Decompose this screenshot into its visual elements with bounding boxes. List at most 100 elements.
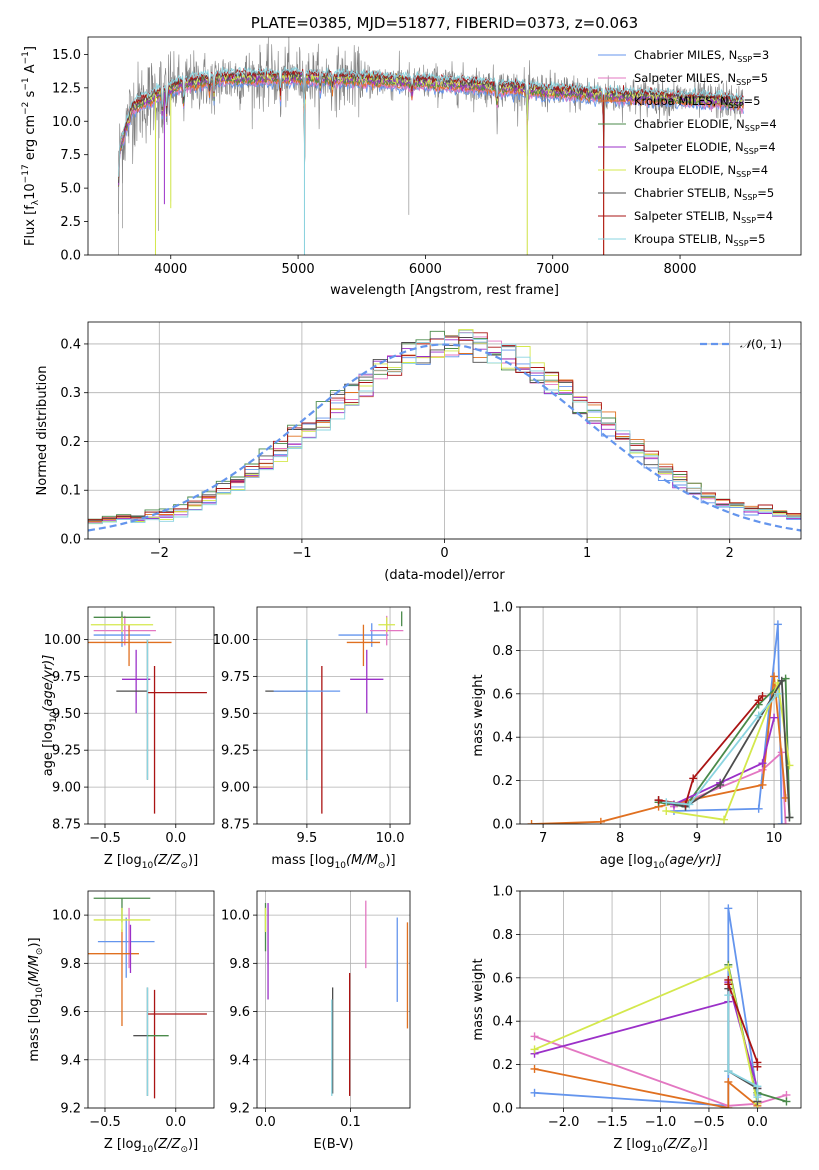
label-part: SSP	[742, 193, 757, 202]
weight-series-6	[658, 677, 791, 818]
weight-marker	[530, 1045, 539, 1054]
label-part: SSP	[744, 147, 759, 156]
x-tick-label: 8	[616, 831, 624, 846]
y-tick-label: 9.6	[60, 1005, 81, 1020]
label-part: mass weight	[471, 674, 486, 756]
label-part: =4	[760, 117, 777, 131]
label-part: )]	[188, 853, 198, 868]
label-part: )]	[385, 853, 395, 868]
weight-marker	[781, 820, 790, 824]
weight-marker	[785, 813, 794, 822]
weight-marker	[724, 962, 733, 971]
legend-entry: Kroupa MILES, NSSP=5	[634, 94, 760, 110]
x-tick-label: 1	[583, 546, 591, 561]
weight-marker	[770, 672, 779, 681]
y-tick-label: 0.4	[492, 731, 513, 746]
weight-marker	[758, 759, 767, 768]
weight-marker	[720, 815, 729, 824]
weight-series-8	[727, 995, 759, 1098]
legend-entry: Chabrier MILES, NSSP=3	[634, 48, 769, 64]
x-axis-label: Z [log10(Z/Z⊙)]	[104, 1137, 198, 1155]
label-part: Salpeter ELODIE, N	[634, 140, 744, 154]
label-part: Kroupa MILES, N	[634, 94, 729, 108]
y-tick-label: 9.6	[229, 1005, 250, 1020]
x-tick-label: 5000	[282, 262, 315, 277]
y-tick-label: 0.8	[492, 928, 513, 943]
weight-marker	[527, 820, 536, 824]
y-tick-label: 0.8	[492, 644, 513, 659]
label-part: Chabrier ELODIE, N	[634, 117, 745, 131]
weight-marker	[662, 806, 671, 815]
panel-weight-vs-Z: −2.0 −1.5 −1.0 −0.5 0.0 0.0 0.2 0.4 0.6 0.8 1.0 Z […	[471, 885, 802, 1155]
y-tick-label: 10.0	[52, 909, 81, 924]
x-tick-label: 10.0	[376, 831, 405, 846]
x-tick-label: −1.0	[645, 1115, 677, 1130]
label-part: Kroupa ELODIE, N	[634, 163, 736, 177]
label-part: (0, 1)	[751, 337, 782, 351]
weight-marker	[754, 696, 763, 705]
label-part: =4	[756, 209, 773, 223]
y-tick-label: 0.0	[492, 1102, 513, 1117]
x-tick-label: 9	[693, 831, 701, 846]
plot-area-mass-vs-Z	[88, 897, 207, 1099]
label-part: Z [log	[613, 1137, 651, 1152]
label-part: s	[23, 90, 38, 101]
errorbar-point-2	[346, 624, 381, 667]
x-tick-label: −1.5	[596, 1115, 628, 1130]
plot-area-weight-vs-age	[527, 620, 794, 824]
x-axis-label: Z [log10(Z/Z⊙)]	[104, 853, 198, 871]
axes-frame	[87, 606, 215, 825]
label-part: A	[23, 64, 38, 77]
weight-marker	[724, 1067, 733, 1076]
weight-marker	[777, 820, 786, 824]
label-part: 10	[142, 861, 154, 871]
plot-area-spectrum	[118, 37, 744, 255]
panel-mass-vs-Z: −0.5 0.09.29.49.69.810.0Z [log10(Z/Z⊙)]ma…	[27, 890, 215, 1155]
label-part: Salpeter STELIB, N	[634, 209, 741, 223]
legend-entry: Kroupa ELODIE, NSSP=4	[634, 163, 768, 179]
axes-frame	[87, 321, 802, 540]
weight-marker	[530, 1064, 539, 1073]
y-tick-label: 0.2	[492, 774, 513, 789]
plot-area-age-vs-mass	[265, 611, 404, 814]
x-tick-label: 0	[440, 546, 448, 561]
x-axis-label: age [log10(age/yr)]	[600, 853, 722, 871]
label-part: 10	[142, 1145, 154, 1155]
errorbar-point-4	[350, 649, 384, 714]
errorbar-point-6	[133, 987, 149, 1096]
sun-symbol: ⊙	[690, 1145, 698, 1155]
y-axis-label: mass [log10(M/M⊙)]	[27, 937, 45, 1061]
label-part: 10	[35, 987, 45, 999]
errorbar-point-0	[97, 917, 155, 978]
x-tick-label: −2.0	[548, 1115, 580, 1130]
axes-frame	[519, 890, 802, 1109]
x-tick-label: −0.5	[89, 831, 121, 846]
label-part: (M/M	[346, 853, 378, 868]
y-axis-label: Normed distribution	[35, 366, 50, 496]
weight-series-7	[727, 980, 759, 1067]
y-tick-label: 5.0	[60, 182, 81, 197]
x-tick-label: −2	[150, 546, 169, 561]
plot-area-mass-vs-EBV	[264, 900, 409, 1096]
label-part: erg cm	[23, 115, 38, 164]
legend-entry: Salpeter STELIB, NSSP=4	[634, 209, 773, 225]
y-tick-label: 10.00	[213, 633, 250, 648]
y-tick-label: 0.4	[492, 1015, 513, 1030]
label-part: )]	[698, 1137, 708, 1152]
plot-area-weight-vs-Z	[530, 904, 791, 1108]
y-axis-label: Flux [fλ10−17 erg cm−2 s−1 A−1]	[21, 46, 41, 246]
y-tick-label: 1.0	[492, 601, 513, 616]
y-tick-label: 9.4	[229, 1053, 250, 1068]
weight-marker	[782, 1097, 791, 1106]
weight-marker	[754, 804, 763, 813]
label-part: )]	[27, 937, 42, 947]
weight-marker	[530, 1032, 539, 1041]
reference-normal-curve	[88, 343, 801, 532]
weight-marker	[716, 780, 725, 789]
legend-entry: 𝒩(0, 1)	[740, 337, 782, 351]
y-axis-label: mass weight	[471, 674, 486, 756]
label-part: 10	[335, 861, 347, 871]
